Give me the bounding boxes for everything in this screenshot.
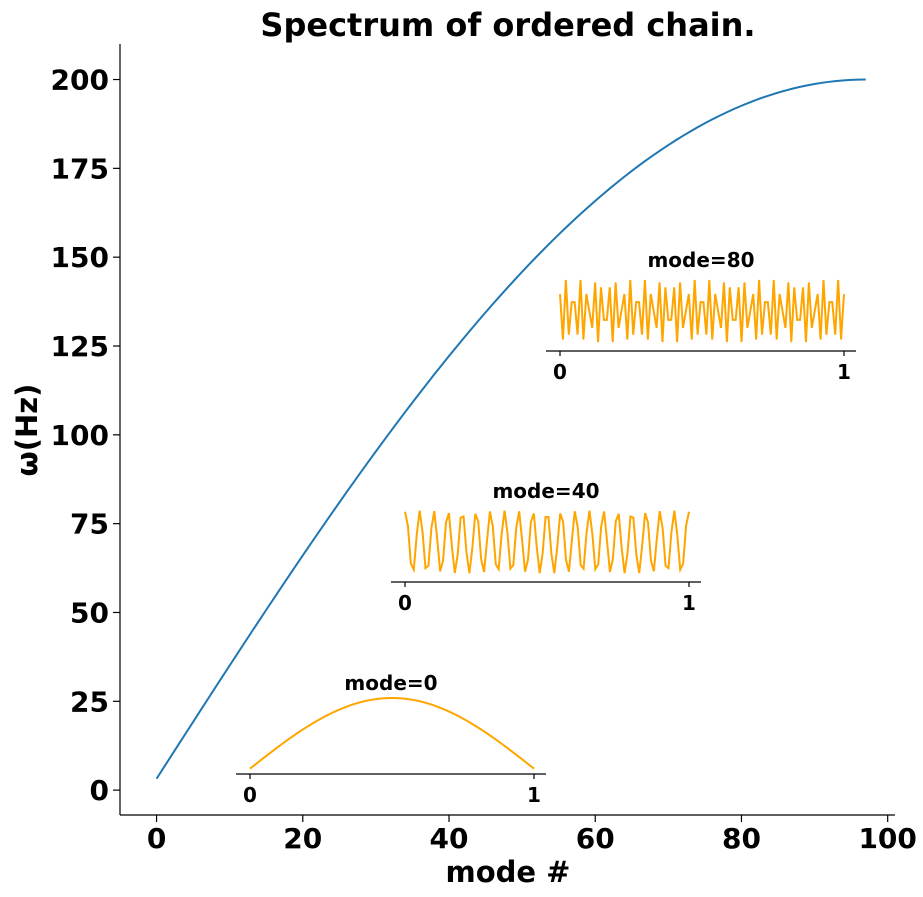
y-tick-label: 100 (51, 419, 109, 452)
y-tick-label: 25 (70, 685, 109, 718)
x-tick-label: 40 (430, 822, 469, 855)
y-axis-label: ω(Hz) (10, 384, 44, 477)
x-tick-label: 60 (576, 822, 615, 855)
inset-waveform (559, 279, 845, 343)
y-tick-label: 50 (70, 596, 109, 629)
inset-tick-label: 1 (682, 591, 696, 615)
x-ticks: 0 20 40 60 80 100 (147, 815, 917, 855)
inset-title: mode=0 (344, 671, 437, 695)
mode-insets: mode=0 0 1 mode=40 0 1 mode=80 0 1 (236, 248, 856, 807)
inset-mode-80: mode=80 0 1 (546, 248, 856, 384)
inset-mode-40: mode=40 0 1 (391, 479, 701, 615)
y-tick-label: 125 (51, 330, 109, 363)
inset-tick-label: 0 (398, 591, 412, 615)
x-tick-label: 80 (722, 822, 761, 855)
inset-waveform (249, 697, 535, 770)
y-tick-label: 175 (51, 152, 109, 185)
x-tick-label: 0 (147, 822, 166, 855)
inset-tick-label: 0 (553, 360, 567, 384)
dispersion-curve (155, 78, 866, 780)
inset-tick-label: 1 (837, 360, 851, 384)
x-tick-label: 20 (283, 822, 322, 855)
inset-title: mode=80 (647, 248, 754, 272)
x-axis-label: mode # (446, 855, 571, 889)
y-ticks: 0 25 50 75 100 125 150 175 200 (51, 64, 120, 807)
inset-title: mode=40 (492, 479, 599, 503)
y-tick-label: 75 (70, 508, 109, 541)
inset-mode-0: mode=0 0 1 (236, 671, 546, 807)
inset-tick-label: 1 (527, 783, 541, 807)
inset-waveform (404, 510, 690, 574)
chart-title: Spectrum of ordered chain. (260, 6, 755, 44)
x-tick-label: 100 (858, 822, 916, 855)
y-tick-label: 0 (90, 774, 109, 807)
inset-tick-label: 0 (243, 783, 257, 807)
y-tick-label: 200 (51, 64, 109, 97)
y-tick-label: 150 (51, 241, 109, 274)
